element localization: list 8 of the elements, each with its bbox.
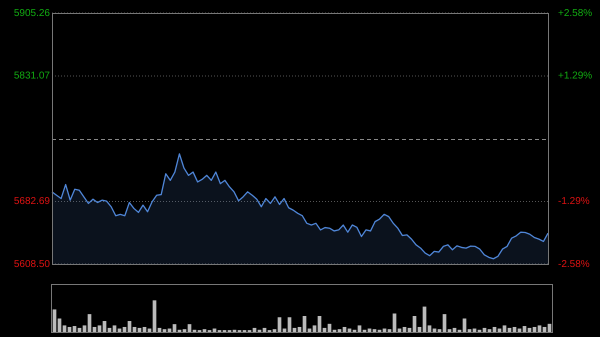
y-tick-label: 5905.26 [14, 8, 50, 19]
y2-tick-label: -1.29% [558, 196, 590, 207]
y2-tick-label: +1.29% [558, 70, 592, 82]
y-tick-label: 5831.07 [14, 70, 50, 82]
y-tick-label: 5682.69 [14, 196, 50, 207]
y-tick-label: 5608.50 [14, 258, 50, 270]
y2-tick-label: +2.58% [558, 8, 592, 19]
y2-tick-label: -2.58% [558, 258, 590, 270]
